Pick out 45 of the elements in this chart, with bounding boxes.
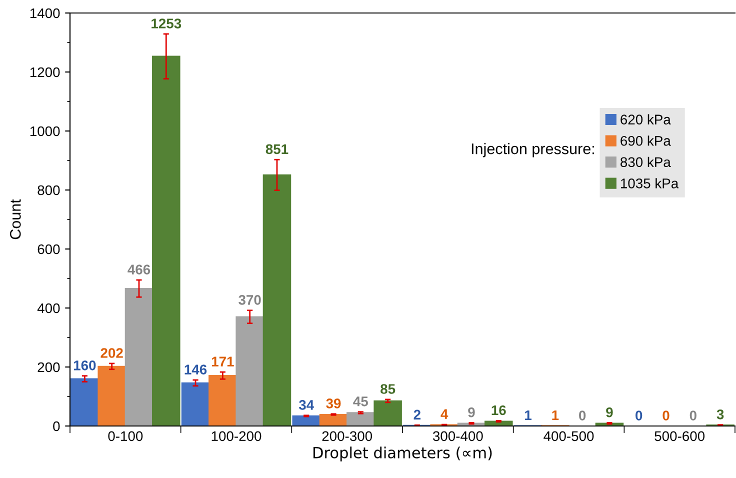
data-label: 3 [716, 409, 724, 420]
data-label: 1 [552, 410, 559, 420]
x-tick-label: 100-200 [212, 431, 262, 442]
y-tick-label: 1400 [30, 8, 60, 18]
legend-label: 690 kPa [620, 136, 671, 146]
legend-label: 830 kPa [620, 156, 671, 168]
data-label: 0 [662, 410, 670, 420]
data-label: 370 [238, 295, 261, 305]
legend-label: 620 kPa [620, 114, 671, 124]
data-label: 466 [128, 264, 150, 274]
x-tick-label: 400-500 [544, 431, 594, 442]
data-label: 851 [266, 144, 288, 154]
y-tick-label: 200 [38, 362, 60, 372]
data-label: 39 [326, 398, 341, 408]
data-label: 0 [690, 410, 696, 420]
y-tick-label: 1200 [30, 67, 60, 78]
y-axis-title: Count [10, 199, 21, 240]
data-label: 4 [440, 409, 448, 419]
data-label: 16 [492, 405, 506, 416]
data-label: 0 [579, 410, 586, 420]
data-label: 171 [212, 356, 234, 366]
data-label: 1253 [152, 18, 182, 28]
x-tick-label: 300-400 [432, 431, 483, 442]
x-tick-label: 500-600 [654, 431, 705, 442]
y-tick-label: 800 [38, 185, 60, 196]
data-label: 34 [298, 400, 314, 410]
x-tick-label: 200-300 [322, 431, 372, 442]
data-label: 202 [100, 348, 123, 358]
data-label: 85 [380, 384, 396, 394]
data-label: 1 [525, 410, 532, 420]
data-label: 146 [184, 364, 207, 374]
y-tick-label: 0 [53, 421, 60, 432]
data-label: 0 [636, 410, 642, 420]
x-tick-label: 0-100 [108, 431, 143, 442]
data-label: 160 [74, 360, 96, 370]
y-tick-label: 1000 [30, 126, 60, 136]
legend-title: Injection pressure: [472, 142, 594, 158]
legend-label: 1035 kPa [620, 178, 679, 188]
y-tick-label: 400 [37, 303, 60, 314]
data-label: 2 [414, 410, 420, 420]
data-label: 9 [468, 407, 475, 418]
data-label: 9 [606, 407, 613, 418]
data-label: 45 [353, 396, 368, 406]
y-tick-label: 600 [38, 244, 60, 254]
x-axis-title: Droplet diameters (∝m) [313, 446, 492, 462]
